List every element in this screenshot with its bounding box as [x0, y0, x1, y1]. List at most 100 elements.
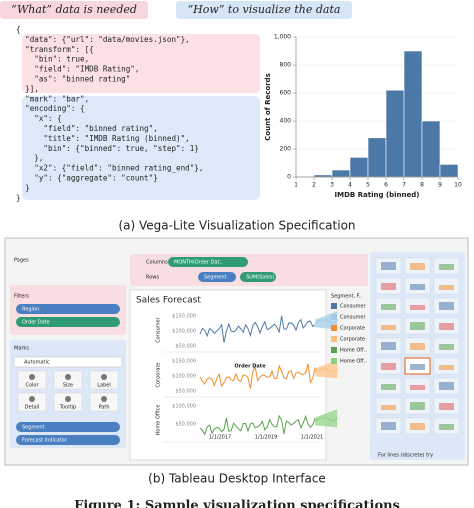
code-line: "transform": [{	[16, 45, 94, 54]
x-tick-label: 7	[402, 182, 406, 189]
pill-label: Region	[22, 307, 39, 313]
code-line: "mark": "bar",	[16, 94, 89, 103]
filters-label: Filters	[14, 294, 29, 300]
bar	[403, 50, 423, 178]
code-line: "field": "IMDB Rating",	[16, 65, 139, 74]
date-tick-label: 1/1/2019	[255, 435, 277, 441]
x-tick-label: 8	[420, 182, 424, 189]
legend-label: Corporate	[340, 326, 365, 332]
code-line: {	[16, 25, 21, 34]
date-tick-label: 1/1/2021	[301, 435, 323, 441]
x-tick-label: 2	[312, 182, 316, 189]
data-block	[22, 34, 260, 93]
code-line: }	[16, 183, 30, 192]
segment-label: Corporate	[156, 363, 162, 388]
icon-glyph	[381, 283, 396, 290]
legend-label: Consumer	[340, 315, 366, 321]
icon-glyph	[439, 424, 454, 430]
mark-card-label: Color	[25, 383, 39, 389]
legend-swatch	[331, 314, 337, 320]
segment-label: Home Office	[156, 405, 162, 436]
caption: (a) Vega-Lite Visualization Specificatio…	[118, 219, 355, 233]
pill	[16, 435, 120, 445]
shelf-label: Columns	[146, 260, 168, 266]
pages-label: Pages	[14, 258, 29, 264]
bar	[385, 89, 405, 178]
legend-swatch	[331, 358, 337, 364]
mark-type: Automatic	[24, 360, 50, 366]
what-label: “What” data is needed	[11, 3, 137, 16]
x-tick-label: 9	[438, 182, 442, 189]
view-y-tick-label: $100,000	[172, 404, 196, 410]
pill-label: Segment	[22, 425, 45, 431]
y-tick-label: 0	[287, 174, 291, 181]
x-axis-title: IMDB Rating (binned)	[335, 191, 420, 199]
bar	[349, 157, 369, 178]
code-line: "field": "binned rating",	[16, 124, 158, 133]
pill-label: Order Date	[22, 320, 50, 326]
how-label: “How” to visualize the data	[188, 3, 341, 16]
mark-card-label: Detail	[25, 405, 40, 411]
legend-label: Home Off..	[340, 348, 367, 354]
pill	[16, 422, 120, 432]
y-tick-label: 200	[280, 146, 292, 153]
mark-card-label: Tooltip	[59, 405, 76, 411]
caption: (b) Tableau Desktop Interface	[148, 472, 326, 486]
mark-card-label: Label	[97, 383, 111, 389]
pill-label: SUM(Sales)	[246, 275, 274, 281]
x-tick-label: 6	[384, 182, 388, 189]
bar	[331, 169, 351, 178]
code-line: }],	[16, 84, 39, 93]
mark-card-icon	[29, 374, 35, 380]
legend-swatch	[331, 325, 337, 331]
icon-glyph	[439, 323, 454, 330]
icon-glyph	[439, 382, 454, 390]
forecast-line	[314, 417, 338, 422]
date-tick-label: 1/1/2017	[209, 435, 231, 441]
y-tick-label: 400	[280, 118, 292, 125]
x-tick-label: 1	[294, 182, 298, 189]
pill	[16, 304, 120, 314]
view-title: Sales Forecast	[136, 296, 201, 306]
order-date-header: Order Date	[234, 364, 266, 370]
icon-glyph	[381, 363, 396, 370]
icon-glyph	[410, 322, 425, 330]
code-line: "data": {"url": "data/movies.json"},	[16, 35, 190, 44]
shelf-label: Rows	[146, 275, 159, 281]
x-tick-label: 3	[330, 182, 334, 189]
icon-glyph	[439, 365, 454, 370]
x-tick-label: 10	[454, 182, 462, 189]
legend-label: Consumer	[340, 304, 366, 310]
icon-glyph	[439, 285, 454, 290]
icon-glyph	[439, 344, 454, 350]
icon-glyph	[381, 304, 396, 310]
icon-glyph	[381, 384, 396, 390]
legend-title: Segment, F..	[331, 294, 362, 300]
mark-card-icon	[29, 396, 35, 402]
view-y-tick-label: $100,000	[172, 374, 196, 380]
y-axis-title: Count of Records	[264, 73, 272, 141]
mark-card-icon	[101, 396, 107, 402]
icon-glyph	[410, 343, 425, 350]
view-y-tick-label: $50,000	[175, 389, 196, 395]
marks-label: Marks	[14, 346, 29, 352]
x-tick-label: 4	[348, 182, 352, 189]
pill	[16, 317, 120, 327]
mark-card-icon	[65, 396, 71, 402]
icon-glyph	[381, 422, 396, 430]
y-tick-label: 1,000	[274, 34, 291, 41]
code-line: "title": "IMDB Rating (binned)",	[16, 134, 190, 143]
view-y-tick-label: $100,000	[172, 329, 196, 335]
code-line: "bin": {"binned": true, "step": 1}	[16, 144, 199, 153]
code-line: "x": {	[16, 114, 62, 123]
bar	[439, 164, 459, 178]
forecast-line	[314, 368, 338, 373]
code-line: "y": {"aggregate": "count"}	[16, 174, 158, 183]
series-line	[199, 363, 316, 389]
icon-glyph	[439, 302, 454, 310]
icon-glyph	[410, 385, 425, 390]
pill-label: Forecast indicator	[22, 438, 68, 444]
code-line: "x2": {"field": "binned rating_end"},	[16, 164, 203, 173]
legend-swatch	[331, 303, 337, 309]
